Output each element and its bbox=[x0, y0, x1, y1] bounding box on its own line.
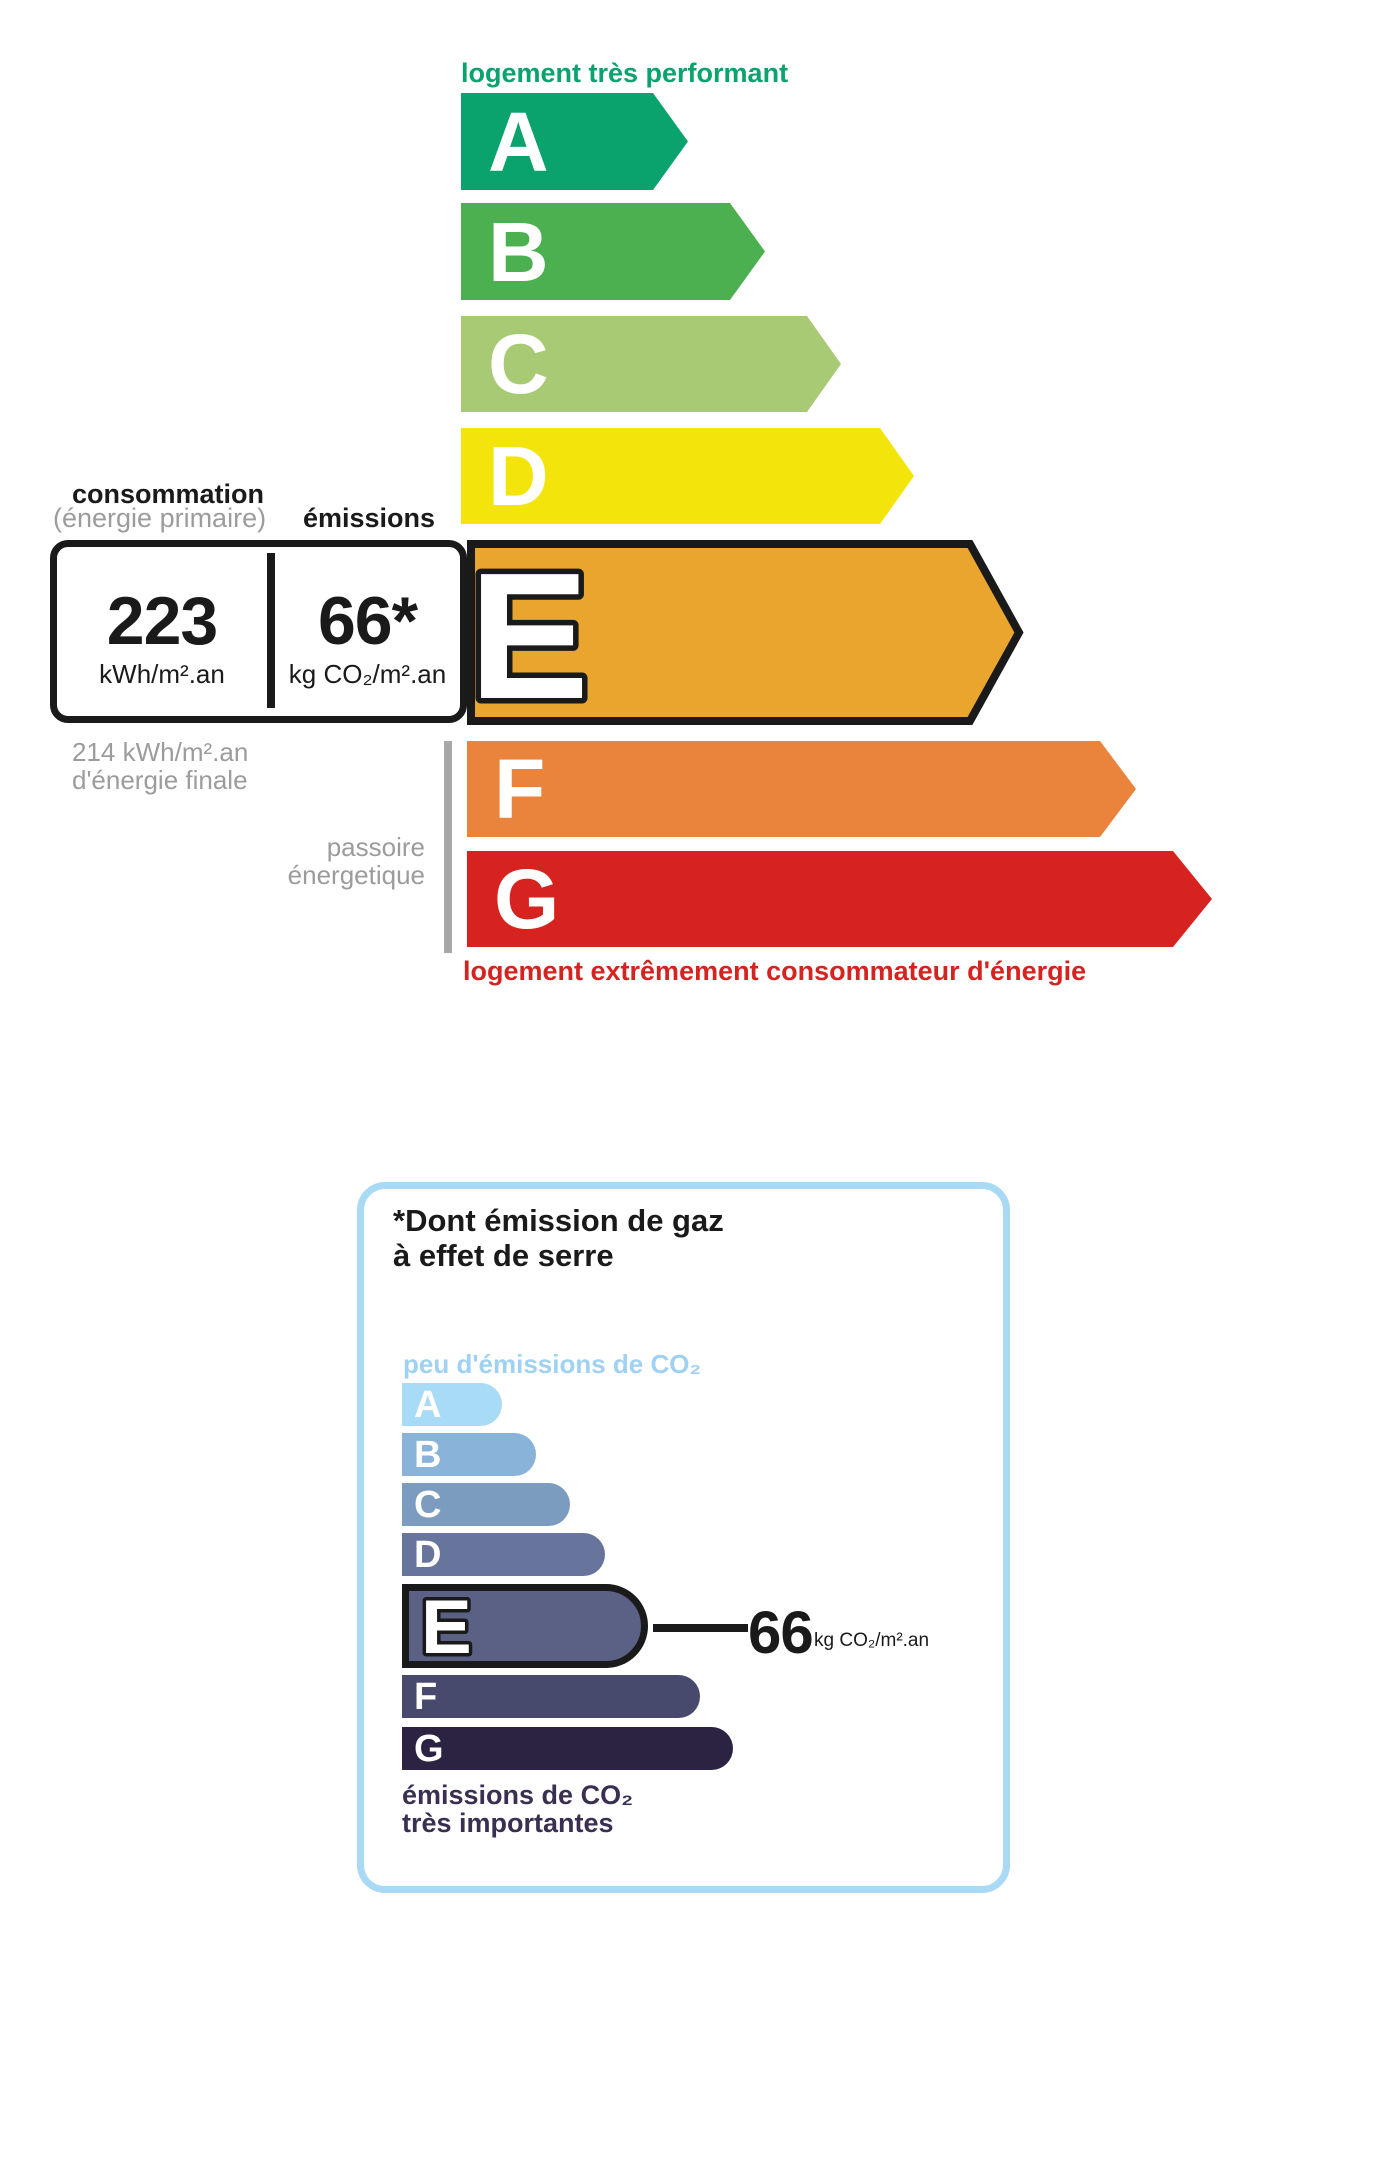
class-letter-f: F bbox=[494, 742, 546, 836]
co2-high-emissions-line1: émissions de CO₂ bbox=[402, 1780, 634, 1810]
energy-sieve-label: passoire énergetique bbox=[230, 833, 425, 889]
co2-class-bar-e-selected: E bbox=[402, 1582, 648, 1674]
consumption-value: 223 bbox=[106, 583, 218, 659]
energy-sieve-line1: passoire bbox=[326, 832, 425, 862]
class-letter-e-outlined: E bbox=[464, 531, 595, 743]
co2-value: 66 bbox=[748, 1599, 814, 1666]
co2-class-bar-f: F bbox=[402, 1675, 700, 1718]
consumption-sublabel: (énergie primaire) bbox=[53, 503, 267, 533]
class-letter-a: A bbox=[488, 94, 549, 189]
emissions-label: émissions bbox=[303, 503, 436, 533]
arrow-shape-c bbox=[461, 316, 841, 412]
final-energy-value: 214 kWh/m².an bbox=[72, 737, 249, 767]
energy-class-arrow-b: B bbox=[461, 203, 765, 300]
co2-class-letter-g: G bbox=[414, 1727, 444, 1770]
energy-sieve-bracket-bar bbox=[444, 741, 452, 953]
co2-class-bar-c: C bbox=[402, 1483, 570, 1526]
energy-class-arrow-c: C bbox=[461, 316, 841, 412]
arrow-shape-b bbox=[461, 203, 765, 300]
co2-class-bar-b: B bbox=[402, 1433, 536, 1476]
arrow-shape-g bbox=[467, 851, 1212, 947]
emissions-cell: 66* kg CO₂/m².an bbox=[275, 547, 460, 716]
co2-high-emissions-line2: très importantes bbox=[402, 1808, 614, 1838]
co2-low-emissions-label: peu d'émissions de CO₂ bbox=[403, 1349, 702, 1379]
arrow-shape-d bbox=[461, 428, 914, 524]
energy-class-arrow-a: A bbox=[461, 93, 688, 190]
emissions-value: 66* bbox=[317, 583, 418, 659]
readout-divider bbox=[267, 553, 275, 708]
co2-class-letter-a: A bbox=[414, 1383, 442, 1426]
class-letter-d: D bbox=[488, 429, 549, 523]
consumption-label: consommation bbox=[72, 479, 265, 509]
consumption-unit: kWh/m².an bbox=[99, 659, 225, 689]
energy-sieve-line2: énergetique bbox=[287, 860, 425, 890]
consumption-cell: 223 kWh/m².an bbox=[57, 547, 267, 716]
energy-class-arrow-g: G bbox=[467, 851, 1212, 947]
svg-text:E: E bbox=[421, 1585, 472, 1670]
co2-class-letter-e-outlined: E bbox=[418, 1582, 476, 1674]
co2-class-letter-b: B bbox=[414, 1433, 442, 1476]
top-performance-label: logement très performant bbox=[461, 58, 789, 88]
arrow-shape-a bbox=[461, 93, 688, 190]
co2-class-letter-f: F bbox=[414, 1675, 438, 1718]
co2-value-connector-line bbox=[653, 1624, 748, 1632]
co2-class-bar-a: A bbox=[402, 1383, 502, 1426]
class-letter-c: C bbox=[488, 317, 549, 411]
emissions-unit: kg CO₂/m².an bbox=[288, 659, 447, 689]
co2-emissions-panel: *Dont émission de gaz à effet de serre p… bbox=[357, 1182, 1010, 1893]
co2-panel-title-line1: *Dont émission de gaz bbox=[393, 1203, 724, 1238]
arrow-shape-e bbox=[467, 540, 1024, 725]
energy-class-arrow-e-selected: E bbox=[464, 531, 1024, 743]
svg-text:E: E bbox=[469, 536, 589, 737]
co2-class-bar-g: G bbox=[402, 1727, 733, 1770]
energy-class-arrow-f: F bbox=[467, 741, 1136, 837]
final-energy-caption: d'énergie finale bbox=[72, 765, 248, 795]
co2-class-letter-d: D bbox=[414, 1533, 442, 1576]
co2-panel-title-line2: à effet de serre bbox=[393, 1238, 614, 1273]
co2-class-bar-d: D bbox=[402, 1533, 605, 1576]
class-letter-b: B bbox=[488, 204, 549, 299]
energy-class-arrow-d: D bbox=[461, 428, 914, 524]
arrow-shape-f bbox=[467, 741, 1136, 837]
co2-class-letter-c: C bbox=[414, 1483, 442, 1526]
readout-box: 223 kWh/m².an 66* kg CO₂/m².an bbox=[50, 540, 467, 723]
co2-value-unit: kg CO₂/m².an bbox=[814, 1630, 930, 1651]
bottom-performance-label: logement extrêmement consommateur d'éner… bbox=[463, 956, 1087, 986]
class-letter-g: G bbox=[494, 852, 560, 946]
